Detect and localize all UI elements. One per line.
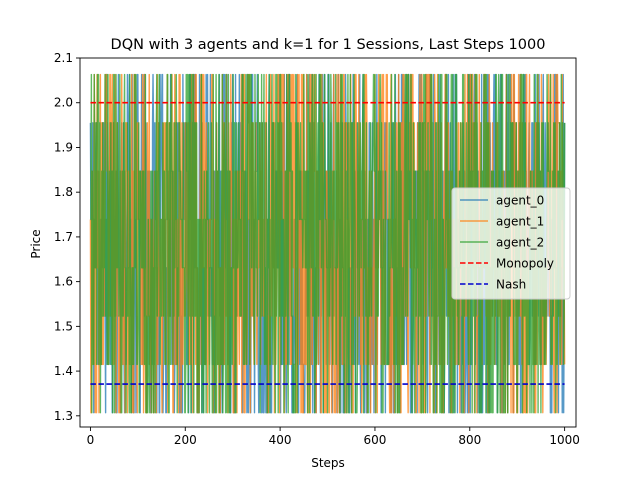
series-line-agent-2 [90, 73, 566, 414]
legend-label-agent-2: agent_2 [496, 236, 544, 250]
legend-label-agent-1: agent_1 [496, 215, 544, 229]
chart-title: DQN with 3 agents and k=1 for 1 Sessions… [111, 37, 546, 53]
y-axis-label: Price [29, 229, 43, 258]
x-tick-label: 200 [174, 433, 197, 447]
x-tick-label: 1000 [549, 433, 580, 447]
legend-label-monopoly: Monopoly [496, 257, 554, 271]
x-tick-label: 600 [363, 433, 386, 447]
y-tick-label: 1.3 [54, 409, 73, 423]
y-tick-label: 1.7 [54, 230, 73, 244]
x-axis-label: Steps [311, 456, 345, 470]
y-tick-label: 1.6 [54, 275, 73, 289]
plot-frame [79, 57, 577, 428]
legend: agent_0 agent_1 agent_2 Monopoly Nash [451, 187, 571, 300]
y-tick-label: 1.9 [54, 140, 73, 154]
y-tick-label: 2.1 [54, 51, 73, 65]
y-tick-label: 1.8 [54, 185, 73, 199]
legend-label-agent-0: agent_0 [496, 194, 544, 208]
y-tick-label: 1.5 [54, 319, 73, 333]
y-tick-label: 1.4 [54, 364, 73, 378]
y-tick-label: 2.0 [54, 96, 73, 110]
legend-label-nash: Nash [496, 278, 526, 292]
reference-lines [90, 101, 565, 385]
y-axis-ticks: 1.3 1.4 1.5 1.6 1.7 1.8 1.9 2.0 2.1 [54, 51, 80, 423]
x-axis-ticks: 0 200 400 600 800 1000 [87, 427, 580, 447]
x-tick-label: 400 [269, 433, 292, 447]
x-tick-label: 800 [458, 433, 481, 447]
x-tick-label: 0 [87, 433, 95, 447]
legend-box [451, 187, 571, 300]
